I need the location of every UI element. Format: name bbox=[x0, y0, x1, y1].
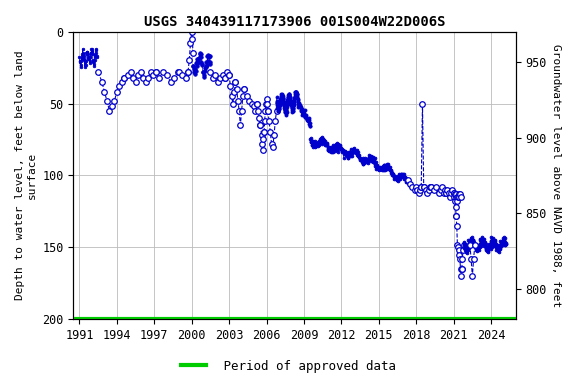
Legend:  Period of approved data: Period of approved data bbox=[176, 355, 400, 378]
Y-axis label: Groundwater level above NAVD 1988, feet: Groundwater level above NAVD 1988, feet bbox=[551, 44, 561, 307]
Title: USGS 340439117173906 001S004W22D006S: USGS 340439117173906 001S004W22D006S bbox=[144, 15, 445, 29]
Y-axis label: Depth to water level, feet below land
surface: Depth to water level, feet below land su… bbox=[15, 51, 37, 300]
